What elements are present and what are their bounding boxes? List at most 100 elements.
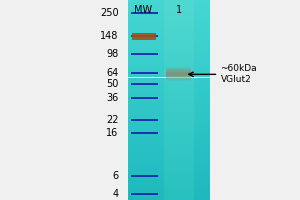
Bar bbox=[164, 160, 194, 162]
Bar bbox=[164, 30, 194, 32]
Bar bbox=[128, 130, 210, 132]
Bar bbox=[128, 58, 210, 60]
Bar bbox=[164, 18, 194, 20]
Text: 22: 22 bbox=[106, 115, 118, 125]
Bar bbox=[164, 142, 194, 145]
Bar bbox=[164, 140, 194, 142]
Bar bbox=[128, 100, 210, 102]
Bar bbox=[128, 190, 210, 192]
Bar bbox=[128, 152, 210, 155]
Bar bbox=[164, 85, 194, 88]
Bar bbox=[128, 115, 210, 117]
Bar bbox=[128, 170, 210, 172]
Bar bbox=[164, 43, 194, 45]
Bar bbox=[164, 50, 194, 52]
Bar bbox=[164, 102, 194, 105]
Bar bbox=[128, 60, 210, 62]
Bar bbox=[164, 32, 194, 35]
Text: 98: 98 bbox=[106, 49, 118, 59]
Bar bbox=[164, 35, 194, 38]
Bar bbox=[128, 75, 210, 77]
Bar bbox=[128, 7, 210, 10]
Bar bbox=[130, 53, 158, 55]
Bar bbox=[128, 198, 210, 200]
Bar bbox=[128, 117, 210, 120]
Bar bbox=[164, 178, 194, 180]
Bar bbox=[164, 52, 194, 55]
Bar bbox=[130, 193, 158, 195]
Bar bbox=[128, 95, 210, 98]
Bar bbox=[128, 10, 210, 12]
Bar bbox=[164, 162, 194, 165]
Bar bbox=[130, 175, 158, 177]
Bar bbox=[164, 168, 194, 170]
Bar bbox=[164, 105, 194, 108]
Bar bbox=[128, 160, 210, 162]
Text: 1: 1 bbox=[176, 5, 182, 15]
Bar bbox=[130, 72, 158, 74]
Bar bbox=[164, 47, 194, 50]
Bar bbox=[128, 158, 210, 160]
Bar bbox=[128, 108, 210, 110]
Bar bbox=[164, 190, 194, 192]
Bar bbox=[128, 22, 210, 25]
Bar bbox=[128, 40, 210, 43]
Bar bbox=[128, 15, 210, 18]
Bar bbox=[164, 180, 194, 182]
Bar bbox=[128, 120, 210, 122]
Bar bbox=[128, 165, 210, 168]
Bar bbox=[128, 73, 210, 75]
Bar bbox=[166, 69, 191, 70]
Bar bbox=[164, 45, 194, 47]
Bar bbox=[164, 108, 194, 110]
Bar bbox=[128, 128, 210, 130]
Bar bbox=[128, 150, 210, 152]
Bar bbox=[128, 135, 210, 138]
Bar bbox=[164, 155, 194, 158]
Bar bbox=[164, 75, 194, 77]
Bar bbox=[164, 38, 194, 40]
Bar bbox=[164, 62, 194, 65]
Bar bbox=[164, 195, 194, 198]
Bar bbox=[128, 98, 210, 100]
Bar bbox=[128, 125, 210, 128]
Bar bbox=[164, 145, 194, 148]
Bar bbox=[164, 188, 194, 190]
Bar bbox=[164, 132, 194, 135]
Bar bbox=[128, 105, 210, 108]
Bar bbox=[164, 12, 194, 15]
Bar bbox=[128, 188, 210, 190]
Bar bbox=[128, 68, 210, 70]
Bar bbox=[130, 35, 158, 37]
Bar bbox=[166, 72, 191, 73]
Bar bbox=[128, 168, 210, 170]
Bar bbox=[128, 70, 210, 73]
Bar bbox=[164, 0, 194, 2]
Text: 6: 6 bbox=[112, 171, 118, 181]
Bar bbox=[128, 102, 210, 105]
Bar bbox=[128, 140, 210, 142]
Bar bbox=[166, 71, 191, 72]
Text: MW: MW bbox=[134, 5, 152, 15]
Bar bbox=[164, 120, 194, 122]
Bar bbox=[164, 55, 194, 58]
Bar bbox=[128, 38, 210, 40]
Text: 250: 250 bbox=[100, 8, 118, 18]
Bar bbox=[164, 150, 194, 152]
Bar bbox=[128, 5, 210, 7]
Text: 148: 148 bbox=[100, 31, 118, 41]
Bar bbox=[164, 165, 194, 168]
Bar bbox=[128, 45, 210, 47]
Bar bbox=[164, 198, 194, 200]
Bar bbox=[128, 47, 210, 50]
Bar bbox=[164, 78, 194, 80]
Bar bbox=[166, 70, 191, 71]
Bar bbox=[164, 27, 194, 30]
Bar bbox=[128, 30, 210, 32]
Bar bbox=[128, 65, 210, 68]
Bar bbox=[130, 132, 158, 134]
Bar bbox=[164, 2, 194, 5]
Bar bbox=[164, 22, 194, 25]
Bar bbox=[164, 15, 194, 18]
Bar bbox=[164, 7, 194, 10]
